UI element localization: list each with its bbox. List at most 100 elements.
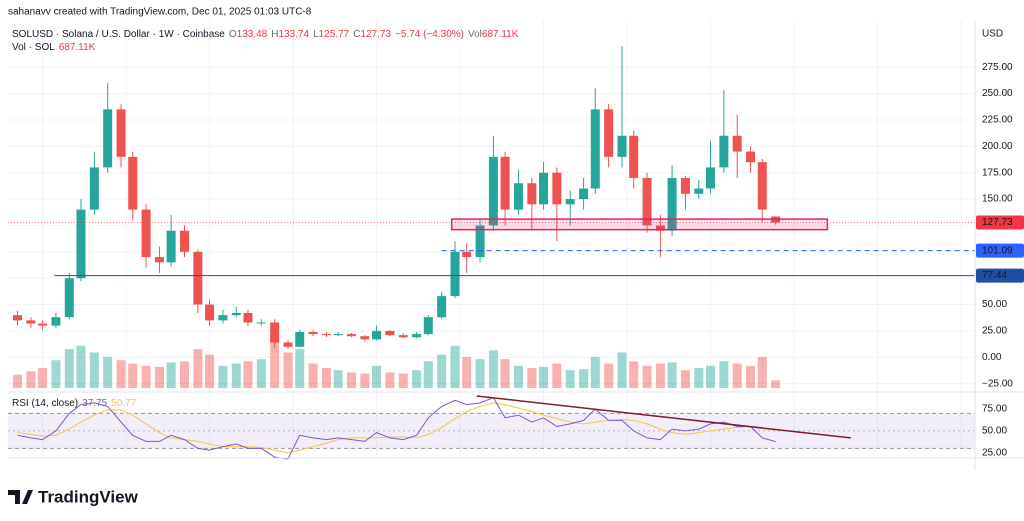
- y-tick-label: 225.00: [982, 115, 1013, 126]
- y-tick-label: 50.00: [982, 299, 1007, 310]
- low-value: 125.77: [319, 29, 350, 40]
- candle-body: [437, 296, 447, 318]
- volume-bar: [166, 362, 176, 388]
- x-tick-label: Jul: [537, 460, 550, 471]
- rsi-title: RSI (14, close): [12, 398, 78, 409]
- candle-body: [500, 156, 510, 210]
- candle-body: [180, 230, 190, 252]
- candle-body: [757, 162, 767, 210]
- volume-bar: [475, 359, 485, 388]
- candle-body: [590, 109, 600, 189]
- candle-body: [552, 172, 562, 205]
- volume-bar: [76, 345, 86, 388]
- volume-bar: [26, 371, 36, 388]
- symbol-legend: SOLUSD · Solana / U.S. Dollar · 1W · Coi…: [12, 29, 519, 40]
- volume-bar: [705, 365, 715, 388]
- candle-body: [450, 251, 460, 297]
- volume-bar: [141, 365, 151, 388]
- volume-bar: [103, 356, 113, 388]
- axes: −25.000.0025.0050.0075.00100.00125.00150…: [8, 20, 1024, 470]
- rsi-tick-label: 50.00: [982, 426, 1007, 437]
- price-level-box: [976, 268, 1024, 283]
- candle-body: [103, 109, 113, 168]
- open-value: 133.48: [237, 29, 268, 40]
- rsi-line: [17, 396, 776, 460]
- volume-bar: [385, 372, 395, 388]
- volume-bar: [295, 349, 305, 388]
- close-value: 127.73: [360, 29, 391, 40]
- rsi-ma-line: [17, 402, 776, 454]
- x-tick-label: 2022: [115, 460, 138, 471]
- volume-pane-title: Vol · SOL: [12, 42, 55, 53]
- price-level-label: 77.44: [982, 270, 1007, 281]
- candle-body: [694, 188, 704, 194]
- volume-bar: [412, 370, 422, 388]
- y-tick-label: 250.00: [982, 88, 1013, 99]
- x-tick-label: 2026: [783, 460, 806, 471]
- candle-body: [719, 135, 729, 168]
- price-level-box: [976, 243, 1024, 258]
- candle-body: [141, 209, 151, 258]
- volume-bar: [51, 360, 61, 388]
- x-tick-label: Jul: [704, 460, 717, 471]
- candle-body: [38, 323, 48, 326]
- volume-bar: [13, 374, 23, 388]
- y-tick-label: 200.00: [982, 141, 1013, 152]
- volume-bar: [205, 354, 215, 388]
- volume-bar: [680, 370, 690, 388]
- candle-body: [629, 135, 639, 178]
- rsi-ma-value: 50.77: [111, 398, 136, 409]
- candle-body: [76, 209, 86, 279]
- ohlc-letter: O: [229, 29, 237, 40]
- candle-body: [295, 331, 305, 347]
- candle-body: [488, 156, 498, 226]
- candle-body: [231, 312, 241, 316]
- x-tick-label: 2025: [616, 460, 639, 471]
- candle-body: [746, 151, 756, 163]
- volume-bar: [771, 380, 781, 388]
- candle-body: [243, 312, 253, 323]
- volume-bar: [552, 363, 562, 388]
- candle-body: [655, 225, 665, 231]
- volume-bar: [89, 352, 99, 388]
- volume-bar: [719, 361, 729, 388]
- volume-bar: [398, 373, 408, 388]
- candle-body: [205, 304, 215, 321]
- candle-body: [527, 183, 537, 205]
- volume-bar: [423, 361, 433, 388]
- candle-body: [321, 334, 331, 336]
- attribution: sahanavv created with TradingView.com, D…: [8, 7, 312, 18]
- volume-value: 687.11K: [482, 29, 519, 40]
- candle-body: [398, 335, 408, 338]
- x-tick-label: Jul: [871, 460, 884, 471]
- candle-body: [270, 322, 280, 343]
- volume-title: Vol: [468, 29, 482, 40]
- candle-body: [89, 167, 99, 210]
- candle-body: [333, 334, 343, 336]
- y-tick-label: 25.00: [982, 326, 1007, 337]
- y-tick-label: 150.00: [982, 194, 1013, 205]
- support-zone: [450, 218, 829, 231]
- volume-bar: [64, 349, 74, 388]
- candle-body: [166, 230, 176, 263]
- candle-body: [372, 330, 382, 340]
- candle-body: [193, 251, 203, 305]
- volume-bar: [604, 363, 614, 388]
- ohlc-letter: H: [271, 29, 278, 40]
- volume-legend: Vol · SOL 687.11K: [12, 42, 96, 53]
- x-tick-label: 2027: [950, 460, 973, 471]
- volume-bar: [116, 360, 126, 388]
- change: −5.74 (−4.30%): [395, 29, 464, 40]
- candle-body: [256, 322, 266, 324]
- volume-bar: [694, 368, 704, 388]
- volume-bar: [333, 370, 343, 388]
- candle-body: [705, 167, 715, 189]
- volume-bar: [180, 361, 190, 388]
- candle-body: [51, 317, 61, 326]
- candle-body: [579, 188, 589, 200]
- ohlc-letter: C: [353, 29, 360, 40]
- rsi-tick-label: 25.00: [982, 447, 1007, 458]
- y-tick-label: 175.00: [982, 167, 1013, 178]
- candle-body: [13, 315, 23, 321]
